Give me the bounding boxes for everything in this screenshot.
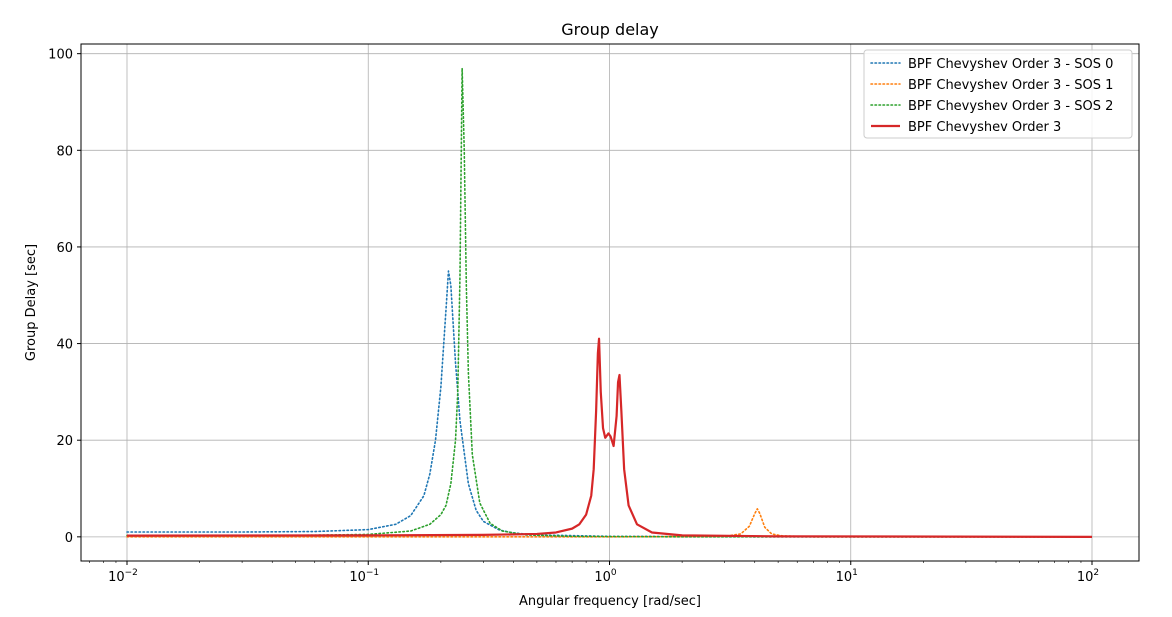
- x-tick-label: 100: [594, 568, 617, 585]
- legend-box: [863, 49, 1133, 139]
- x-tick-label: 101: [836, 568, 858, 585]
- legend-label-3: BPF Chevyshev Order 3: [908, 120, 1061, 135]
- x-tick-label: 102: [1077, 568, 1099, 585]
- legend-label-1: BPF Chevyshev Order 3 - SOS 1: [908, 78, 1113, 93]
- y-tick-label: 100: [48, 48, 73, 63]
- axis-ticks: 10−2 10−1 100 101 102 0 20 40 60 80 100: [48, 48, 1099, 585]
- y-tick-label: 80: [56, 144, 73, 159]
- y-tick-label: 40: [56, 338, 73, 353]
- x-tick-label: 10−2: [108, 568, 138, 585]
- x-tick-label: 10−1: [349, 568, 379, 585]
- plot-area: [126, 67, 1093, 538]
- y-tick-label: 20: [56, 434, 73, 449]
- chart-title: Group delay: [561, 20, 659, 39]
- y-tick-label: 60: [56, 241, 73, 256]
- legend-label-2: BPF Chevyshev Order 3 - SOS 2: [908, 99, 1113, 114]
- x-axis-label: Angular frequency [rad/sec]: [519, 594, 701, 609]
- series-line-3: [126, 337, 1093, 538]
- legend-label-0: BPF Chevyshev Order 3 - SOS 0: [908, 57, 1113, 72]
- legend: BPF Chevyshev Order 3 - SOS 0 BPF Chevysh…: [863, 49, 1133, 139]
- series-line-2: [126, 67, 1093, 538]
- y-tick-label: 0: [65, 531, 73, 546]
- y-axis-label: Group Delay [sec]: [24, 244, 39, 361]
